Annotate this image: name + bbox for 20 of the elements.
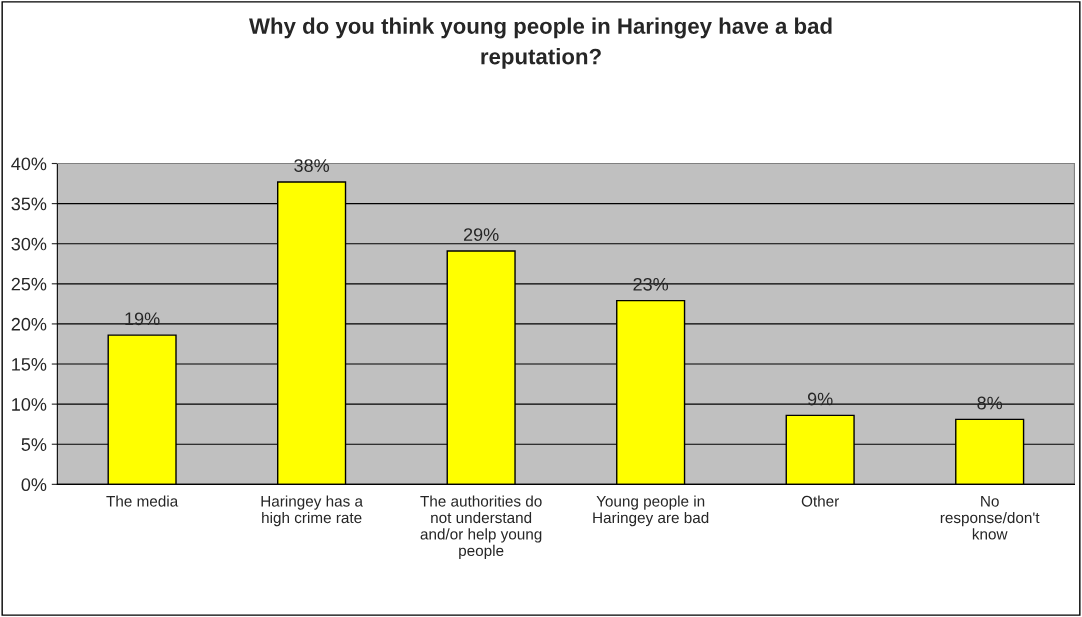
- x-tick-label: No response/don't know: [940, 496, 1040, 540]
- y-tick-label: 40%: [11, 157, 47, 171]
- chart-title: Why do you think young people in Haringey have a bad reputation?: [249, 17, 832, 69]
- data-label: 38%: [294, 159, 330, 172]
- y-tick-label: 0%: [21, 478, 47, 492]
- x-tick-label: Young people in Haringey are bad: [593, 495, 709, 527]
- data-label: 9%: [807, 392, 833, 406]
- y-tick-label: 15%: [12, 358, 47, 371]
- y-tick-label: 25%: [11, 277, 47, 291]
- data-label: 29%: [463, 228, 499, 241]
- x-tick-label: Other: [801, 495, 840, 507]
- y-tick-label: 30%: [11, 237, 47, 251]
- x-tick-label: The authorities do not understand and/or help young people: [420, 495, 542, 560]
- y-tick-label: 5%: [21, 438, 47, 451]
- y-tick-label: 35%: [11, 197, 47, 211]
- x-tick-label: The media: [106, 495, 179, 507]
- y-tick-label: 20%: [11, 317, 47, 331]
- data-label: 19%: [125, 312, 160, 326]
- y-tick-label: 10%: [12, 398, 47, 411]
- x-tick-label: Haringey has a high crime rate: [261, 495, 363, 527]
